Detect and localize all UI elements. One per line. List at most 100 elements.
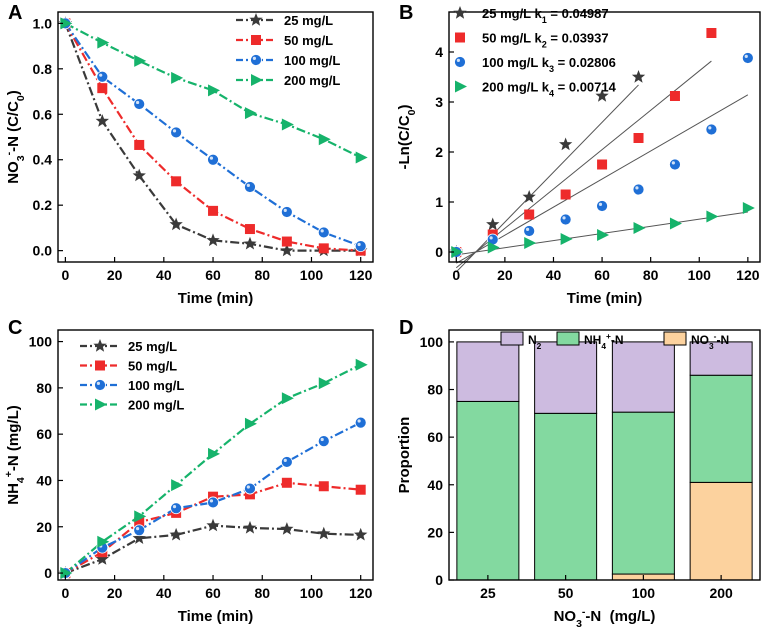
data-point: [208, 84, 221, 97]
legend-label: NH4+-N: [584, 331, 624, 351]
data-point: [524, 237, 537, 249]
bar-segment: [534, 412, 598, 581]
legend-marker: [94, 379, 106, 391]
data-point: [281, 392, 294, 405]
data-point: [633, 133, 644, 143]
data-point: [281, 118, 294, 131]
legend-label: 100 mg/L: [284, 53, 340, 68]
y-tick-label: 60: [427, 429, 443, 445]
data-point: [560, 189, 571, 200]
y-tick-label: 2: [435, 144, 443, 160]
x-tick-label: 100: [688, 267, 712, 283]
data-point: [280, 243, 294, 257]
data-point: [95, 552, 109, 565]
data-point: [208, 447, 221, 460]
bar-segment: [456, 341, 520, 402]
data-point: [243, 236, 257, 250]
data-point: [355, 151, 368, 164]
data-point: [631, 70, 646, 83]
data-point: [280, 522, 294, 535]
legend-label: 50 mg/L k2 = 0.03937: [482, 31, 609, 50]
data-point: [354, 527, 368, 541]
chart-panel-c: C 0 20 40 60 80 100 0 20 40 60 80 100 120 25 mg/L 50 mg…: [3, 317, 374, 625]
data-point: [354, 240, 367, 252]
data-point: [633, 222, 646, 234]
data-point: [244, 224, 255, 235]
data-point: [60, 567, 73, 580]
data-point: [132, 531, 146, 544]
x-axis-label: Time (min): [178, 608, 254, 625]
x-tick-label: 100: [300, 267, 324, 283]
x-tick-label: 20: [107, 585, 123, 601]
x-tick-label: 60: [594, 267, 610, 283]
plot-frame: [57, 329, 374, 581]
data-point: [60, 17, 73, 30]
y-tick-label: 80: [36, 380, 52, 396]
data-point: [355, 358, 368, 371]
data-point: [596, 200, 608, 212]
data-point: [280, 206, 293, 218]
data-point: [559, 213, 572, 226]
legend-label: 200 mg/L k4 = 0.00714: [482, 80, 617, 99]
y-tick-label: 100: [29, 334, 53, 350]
data-point: [96, 70, 109, 83]
data-point: [669, 158, 681, 171]
x-tick-label: 120: [349, 585, 373, 601]
plot-frame: [448, 329, 761, 581]
data-point: [206, 233, 220, 247]
chart-panel-d: D 0 20 40 60 80 100 25 50 100 200 N2 NH4+-N NO3--N NO3…: [396, 317, 761, 630]
data-point: [595, 89, 609, 102]
bar-segment: [611, 411, 675, 575]
data-point: [354, 416, 367, 429]
x-tick-label: 80: [254, 267, 270, 283]
bar-segment: [611, 341, 675, 413]
data-point: [95, 114, 109, 127]
x-tick-label: 80: [254, 585, 270, 601]
data-point: [742, 202, 755, 214]
data-point: [169, 217, 183, 231]
legend-marker: [454, 56, 466, 68]
panel-label: D: [399, 317, 413, 339]
bar-segment: [689, 481, 753, 581]
y-tick-label: 0.8: [33, 61, 53, 77]
y-tick-label: 20: [36, 519, 52, 535]
legend-label: 50 mg/L: [284, 33, 333, 48]
data-point: [243, 520, 257, 534]
y-tick-label: 20: [427, 524, 443, 540]
data-point: [741, 52, 754, 64]
legend-label: 200 mg/L: [128, 398, 184, 413]
data-point: [524, 209, 535, 220]
legend-marker: [250, 54, 262, 66]
chart-panel-a: A 0.0 0.2 0.4 0.6 0.8 1.0 0 20 40 60 80 100 120 25 mg/…: [3, 2, 374, 307]
data-point: [244, 417, 257, 430]
data-point: [317, 526, 331, 540]
y-tick-label: 0.4: [33, 152, 53, 168]
data-point: [281, 477, 292, 488]
fit-line: [455, 60, 712, 269]
legend-label: N2: [528, 333, 542, 351]
legend-marker: [455, 80, 467, 93]
bar-segment: [456, 400, 520, 581]
bar-segment: [689, 341, 753, 376]
x-tick-label: 0: [61, 267, 69, 283]
legend-marker: [453, 6, 467, 19]
x-tick-label: 100: [300, 585, 324, 601]
y-tick-label: 0.0: [33, 243, 53, 259]
data-point: [523, 225, 536, 237]
legend-swatch: [556, 331, 580, 346]
data-point: [597, 229, 610, 241]
series-line: [64, 363, 362, 574]
data-point: [133, 524, 146, 537]
y-axis-label: -Ln(C/C0): [396, 105, 418, 170]
data-point: [451, 246, 464, 258]
data-point: [134, 54, 147, 67]
legend-marker: [95, 360, 105, 371]
x-tick-label: 120: [736, 267, 760, 283]
data-point: [705, 123, 718, 136]
legend-swatch: [663, 331, 687, 346]
legend-marker: [251, 74, 263, 86]
x-tick-label: 20: [107, 267, 123, 283]
data-point: [486, 217, 500, 231]
bar-segment: [689, 374, 753, 483]
